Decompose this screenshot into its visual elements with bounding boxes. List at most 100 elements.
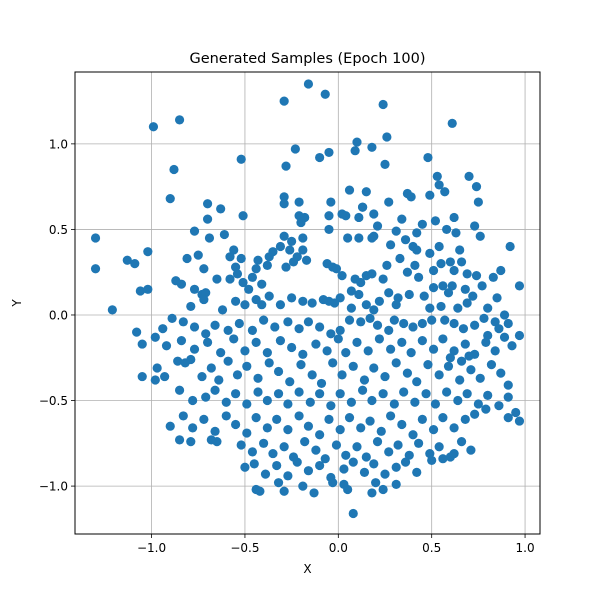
scatter-point [135,286,145,296]
scatter-point [371,478,381,488]
scatter-point [279,96,289,106]
scatter-point [462,269,472,279]
scatter-point [514,281,525,291]
x-tick-label: 0.5 [422,541,441,555]
scatter-point [270,322,280,332]
scatter-point [223,356,233,366]
scatter-point [326,401,336,411]
scatter-point [165,421,175,431]
scatter-point [406,192,416,202]
scatter-point [386,240,396,250]
scatter-point [253,387,263,397]
scatter-point [412,377,422,387]
scatter-point [201,392,211,402]
scatter-point [408,430,418,440]
scatter-point [287,293,297,303]
x-tick-label: 0.0 [329,541,348,555]
scatter-point [204,233,215,243]
scatter-point [365,313,375,323]
scatter-point [236,253,246,264]
scatter-point [273,478,284,488]
scatter-point [464,171,474,181]
scatter-point [234,318,244,329]
scatter-point [279,486,289,496]
scatter-point [275,241,286,252]
scatter-point [335,425,345,435]
scatter-point [468,291,478,301]
scatter-point [199,294,209,305]
scatter-point [328,358,338,368]
scatter-point [255,486,265,496]
scatter-point [438,454,448,464]
scatter-point [316,378,327,389]
scatter-point [346,397,356,407]
scatter-point [449,265,459,276]
scatter-point [440,315,450,325]
scatter-point [425,248,435,258]
scatter-point [268,448,278,459]
scatter-point [471,271,482,281]
scatter-point [436,259,446,269]
scatter-point [496,368,506,378]
scatter-point [443,361,454,371]
scatter-point [389,315,399,325]
scatter-point [229,245,239,255]
scatter-point [148,122,159,132]
scatter-point [456,437,467,447]
scatter-point [464,351,474,361]
scatter-point [285,245,295,255]
y-tick-label: 0.0 [49,308,68,322]
scatter-point [374,334,384,344]
scatter-point [425,190,435,200]
scatter-point [438,334,448,344]
scatter-point [262,395,272,406]
scatter-point [354,212,364,223]
scatter-point [341,450,351,460]
scatter-point [229,334,239,344]
scatter-point [283,399,293,409]
scatter-point [430,216,441,226]
scatter-point [455,245,465,255]
scatter-point [412,245,422,255]
y-axis-label: Y [10,299,24,308]
x-tick-label: −0.5 [230,541,259,555]
scatter-point [275,300,286,310]
scatter-point [298,245,308,255]
y-tick-label: 1.0 [49,137,68,151]
scatter-point [380,469,390,479]
scatter-point [412,467,422,477]
scatter-point [348,361,358,371]
x-tick-label: 1.0 [516,541,535,555]
scatter-point [460,339,470,349]
scatter-point [189,322,200,332]
scatter-point [382,132,392,142]
scatter-point [90,233,101,243]
scatter-point [210,426,220,436]
axis-ticks: −1.0 −0.5 0.0 0.5 1.0 −1.0 −0.5 0.0 0.5 1.0 [39,137,535,555]
scatter-point [428,265,439,276]
scatter-point [453,395,463,406]
scatter-point [236,440,246,450]
scatter-point [507,341,517,351]
scatter-point [137,371,147,382]
scatter-point [434,442,444,452]
scatter-point [492,293,502,303]
scatter-point [240,346,250,356]
scatter-point [367,269,377,279]
scatter-point [189,344,200,354]
scatter-point [399,387,409,397]
scatter-point [391,358,401,368]
scatter-point [335,389,345,399]
scatter-point [391,479,401,489]
scatter-point [445,353,455,363]
scatter-point [335,325,345,335]
scatter-point [253,373,263,383]
scatter-point [378,99,388,110]
scatter-point [290,144,300,154]
scatter-point [391,300,401,310]
scatter-point [447,281,457,291]
scatter-point [301,255,312,265]
scatter-point [251,337,261,347]
scatter-point [174,435,185,445]
scatter-point [197,371,207,382]
